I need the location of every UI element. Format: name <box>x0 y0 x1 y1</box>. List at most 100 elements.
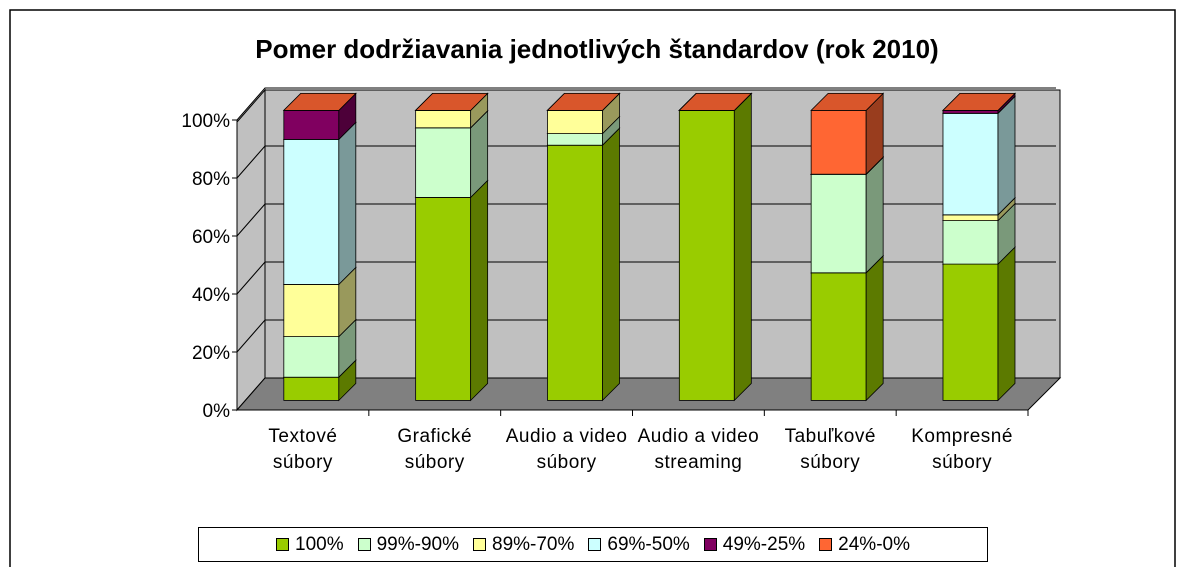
bar-side-shade <box>997 247 1015 401</box>
legend-item: 100% <box>276 534 344 556</box>
legend-swatch <box>276 538 289 551</box>
bar-front <box>942 112 999 216</box>
bar-segment <box>546 93 621 111</box>
legend-item: 24%-0% <box>819 534 910 556</box>
bar-front <box>678 110 735 401</box>
x-tick-label: Textové súbory <box>268 426 338 473</box>
legend-label: 100% <box>295 533 344 555</box>
bar-side-shade <box>997 203 1015 265</box>
bar-front <box>283 376 340 401</box>
bar-side-shade <box>470 110 488 198</box>
bar-top-shade <box>415 93 488 111</box>
bar-segment <box>810 254 885 402</box>
bar-front <box>283 283 340 337</box>
bar-front <box>415 110 472 129</box>
grid-line <box>236 203 1056 237</box>
bar-top <box>678 93 753 111</box>
chart-title: Pomer dodržiavania jednotlivých štandard… <box>255 34 938 64</box>
x-tick-label: Tabuľkové súbory <box>784 426 876 473</box>
bar-segment <box>942 95 1016 216</box>
bar-top-shade <box>283 93 356 111</box>
bar-front <box>283 110 340 140</box>
bar-side-shade <box>470 180 488 401</box>
bar-front <box>942 110 999 114</box>
x-tick-label: Audio a video streaming <box>637 426 760 473</box>
bar-segment <box>414 93 489 111</box>
bar-front <box>283 138 340 285</box>
bar-segment <box>546 127 621 402</box>
bar-segment <box>810 92 885 176</box>
bar-side-shade <box>338 122 356 285</box>
legend-label: 24%-0% <box>838 533 910 555</box>
bar-segment <box>678 93 753 111</box>
bar-front <box>547 110 603 135</box>
bar-front <box>942 214 999 222</box>
bar-top <box>942 93 1016 111</box>
legend-label: 49%-25% <box>722 533 806 555</box>
legend-item: 69%-50% <box>588 533 690 556</box>
bar-segment <box>942 93 1016 111</box>
bar-front <box>415 196 472 401</box>
x-tick-label: Audio a video súbory <box>505 426 628 473</box>
legend: 100% 99%-90% 89%-70% 69%-50% 49%-25% 24%-0% <box>198 527 988 562</box>
legend-swatch <box>588 538 602 551</box>
bar-front <box>810 110 867 175</box>
bar-top-shade <box>679 93 752 111</box>
bar-front <box>547 133 603 146</box>
bar-side-shade <box>338 93 356 140</box>
legend-swatch <box>819 538 833 551</box>
y-tick-label: 100% <box>181 111 230 132</box>
side-wall <box>236 88 266 412</box>
floor <box>235 377 1062 411</box>
grid-line <box>236 87 1056 121</box>
y-tick-label: 0% <box>203 401 231 422</box>
legend-swatch <box>703 538 717 551</box>
bar-segment <box>942 246 1016 402</box>
bar-front <box>547 144 603 401</box>
legend-label: 69%-50% <box>607 533 690 555</box>
bar-front <box>810 173 867 274</box>
bar-top <box>810 93 885 111</box>
bar-side-shade <box>470 93 488 128</box>
bar-segment <box>414 179 489 402</box>
bar-top-shade <box>942 93 1015 111</box>
bar-top-shade <box>811 93 884 111</box>
bar-segment <box>678 92 753 402</box>
bar-side-shade <box>602 128 620 401</box>
grid-line <box>236 261 1056 295</box>
bar-top-shade <box>547 93 620 111</box>
bar-front <box>810 272 867 401</box>
bar-segment <box>282 121 357 286</box>
bar-side-shade <box>338 319 356 378</box>
bar-side-shade <box>997 96 1015 215</box>
bar-side-shade <box>338 360 356 401</box>
bar-side-shade <box>866 255 884 401</box>
back-wall <box>264 89 1061 379</box>
bar-side-shade <box>866 93 884 175</box>
y-tick-label: 40% <box>192 285 230 306</box>
bar-top <box>282 93 357 111</box>
bar-side-shade <box>997 93 1015 114</box>
x-tick-label: Kompresné súbory <box>911 426 1013 473</box>
x-tick-label: Grafické súbory <box>397 426 473 473</box>
chart-border <box>9 9 1176 567</box>
legend-item: 89%-70% <box>473 534 574 556</box>
bar-top <box>414 93 489 111</box>
bar-front <box>415 127 472 198</box>
bar-segment <box>282 93 357 111</box>
bar-front <box>942 263 999 401</box>
grid-line <box>236 145 1056 179</box>
bar-top <box>546 93 621 111</box>
legend-item: 99%-90% <box>357 533 459 556</box>
legend-label: 99%-90% <box>376 533 459 555</box>
bar-side-shade <box>866 157 884 273</box>
legend-item: 49%-25% <box>703 533 806 556</box>
bar-side-shade <box>602 93 620 134</box>
bar-front <box>283 336 340 378</box>
legend-swatch <box>473 538 486 551</box>
bar-side-shade <box>734 93 752 401</box>
legend-label: 89%-70% <box>492 533 575 555</box>
grid-line <box>236 319 1056 353</box>
